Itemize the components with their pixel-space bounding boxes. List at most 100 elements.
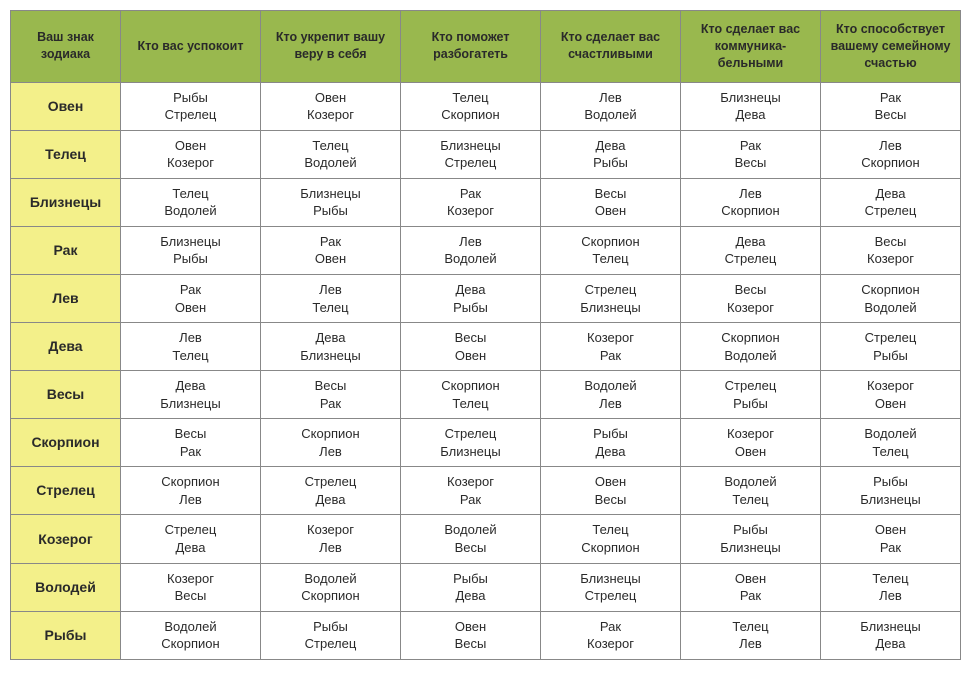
cell-line: Телец xyxy=(545,521,676,539)
cell-line: Лев xyxy=(685,185,816,203)
cell: ВесыРак xyxy=(121,419,261,467)
cell-line: Рыбы xyxy=(685,395,816,413)
table-body: ОвенРыбыСтрелецОвенКозерогТелецСкорпионЛ… xyxy=(11,82,961,659)
cell-line: Водолей xyxy=(545,377,676,395)
cell-line: Рак xyxy=(125,281,256,299)
cell-line: Рак xyxy=(405,491,536,509)
row-sign: Рак xyxy=(11,226,121,274)
cell: ЛевВодолей xyxy=(401,226,541,274)
cell-line: Рыбы xyxy=(405,299,536,317)
cell-line: Козерог xyxy=(825,250,956,268)
cell-line: Овен xyxy=(685,443,816,461)
cell-line: Близнецы xyxy=(685,89,816,107)
cell-line: Дева xyxy=(685,233,816,251)
cell-line: Телец xyxy=(545,250,676,268)
cell: РакКозерог xyxy=(541,611,681,659)
cell-line: Телец xyxy=(265,299,396,317)
cell-line: Водолей xyxy=(405,521,536,539)
cell-line: Близнецы xyxy=(545,299,676,317)
cell: ВесыКозерог xyxy=(821,226,961,274)
cell-line: Телец xyxy=(825,570,956,588)
cell-line: Водолей xyxy=(825,299,956,317)
cell: КозерогОвен xyxy=(681,419,821,467)
table-row: ЛевРакОвенЛевТелецДеваРыбыСтрелецБлизнец… xyxy=(11,275,961,323)
row-sign: Володей xyxy=(11,563,121,611)
cell-line: Козерог xyxy=(685,299,816,317)
col-header: Ваш знак зодиака xyxy=(11,11,121,83)
cell-line: Скорпион xyxy=(545,539,676,557)
col-header: Кто укрепит вашу веру в себя xyxy=(261,11,401,83)
cell-line: Овен xyxy=(265,89,396,107)
cell-line: Водолей xyxy=(265,570,396,588)
cell-line: Скорпион xyxy=(265,425,396,443)
cell-line: Рыбы xyxy=(265,618,396,636)
cell-line: Весы xyxy=(405,539,536,557)
cell-line: Лев xyxy=(265,539,396,557)
cell-line: Козерог xyxy=(405,202,536,220)
cell-line: Скорпион xyxy=(685,329,816,347)
cell-line: Лев xyxy=(545,395,676,413)
cell: РакВесы xyxy=(821,82,961,130)
cell-line: Водолей xyxy=(685,473,816,491)
cell-line: Близнецы xyxy=(685,539,816,557)
cell: ВодолейСкорпион xyxy=(121,611,261,659)
cell: ВодолейВесы xyxy=(401,515,541,563)
cell-line: Дева xyxy=(545,443,676,461)
cell-line: Овен xyxy=(545,202,676,220)
table-row: СтрелецСкорпионЛевСтрелецДеваКозерогРакО… xyxy=(11,467,961,515)
cell: КозерогРак xyxy=(401,467,541,515)
cell-line: Рак xyxy=(825,89,956,107)
cell-line: Рыбы xyxy=(265,202,396,220)
row-sign: Овен xyxy=(11,82,121,130)
table-row: РыбыВодолейСкорпионРыбыСтрелецОвенВесыРа… xyxy=(11,611,961,659)
row-sign: Дева xyxy=(11,323,121,371)
cell-line: Стрелец xyxy=(825,329,956,347)
cell-line: Рыбы xyxy=(825,347,956,365)
cell: РакОвен xyxy=(261,226,401,274)
cell: ЛевСкорпион xyxy=(821,130,961,178)
cell: ДеваРыбы xyxy=(401,275,541,323)
cell: ЛевВодолей xyxy=(541,82,681,130)
cell-line: Телец xyxy=(825,443,956,461)
cell: ВодолейТелец xyxy=(821,419,961,467)
cell: ДеваБлизнецы xyxy=(121,371,261,419)
cell-line: Лев xyxy=(405,233,536,251)
cell: РакВесы xyxy=(681,130,821,178)
cell: РыбыСтрелец xyxy=(261,611,401,659)
cell-line: Овен xyxy=(545,473,676,491)
table-row: ДеваЛевТелецДеваБлизнецыВесыОвенКозерогР… xyxy=(11,323,961,371)
cell-line: Весы xyxy=(125,587,256,605)
cell: БлизнецыСтрелец xyxy=(541,563,681,611)
cell-line: Лев xyxy=(825,587,956,605)
cell-line: Стрелец xyxy=(265,635,396,653)
zodiac-compat-table: Ваш знак зодиака Кто вас успокоит Кто ук… xyxy=(10,10,961,660)
cell-line: Стрелец xyxy=(405,154,536,172)
cell: ТелецВодолей xyxy=(261,130,401,178)
table-row: ВолодейКозерогВесыВодолейСкорпионРыбыДев… xyxy=(11,563,961,611)
cell: РакКозерог xyxy=(401,178,541,226)
cell: ТелецСкорпион xyxy=(541,515,681,563)
cell-line: Стрелец xyxy=(685,377,816,395)
cell: СкорпионТелец xyxy=(541,226,681,274)
cell-line: Скорпион xyxy=(265,587,396,605)
cell-line: Рыбы xyxy=(125,89,256,107)
cell: ДеваСтрелец xyxy=(821,178,961,226)
cell: СкорпионЛев xyxy=(121,467,261,515)
cell: СкорпионВодолей xyxy=(681,323,821,371)
cell-line: Козерог xyxy=(685,425,816,443)
cell-line: Скорпион xyxy=(405,106,536,124)
cell: СкорпионЛев xyxy=(261,419,401,467)
cell-line: Дева xyxy=(545,137,676,155)
cell-line: Рак xyxy=(265,233,396,251)
cell: БлизнецыРыбы xyxy=(121,226,261,274)
cell: СкорпионТелец xyxy=(401,371,541,419)
cell-line: Телец xyxy=(125,347,256,365)
cell-line: Дева xyxy=(125,539,256,557)
cell-line: Лев xyxy=(545,89,676,107)
cell-line: Дева xyxy=(405,587,536,605)
row-sign: Рыбы xyxy=(11,611,121,659)
cell: ДеваСтрелец xyxy=(681,226,821,274)
cell-line: Близнецы xyxy=(825,618,956,636)
cell: ДеваБлизнецы xyxy=(261,323,401,371)
cell: ОвенВесы xyxy=(401,611,541,659)
